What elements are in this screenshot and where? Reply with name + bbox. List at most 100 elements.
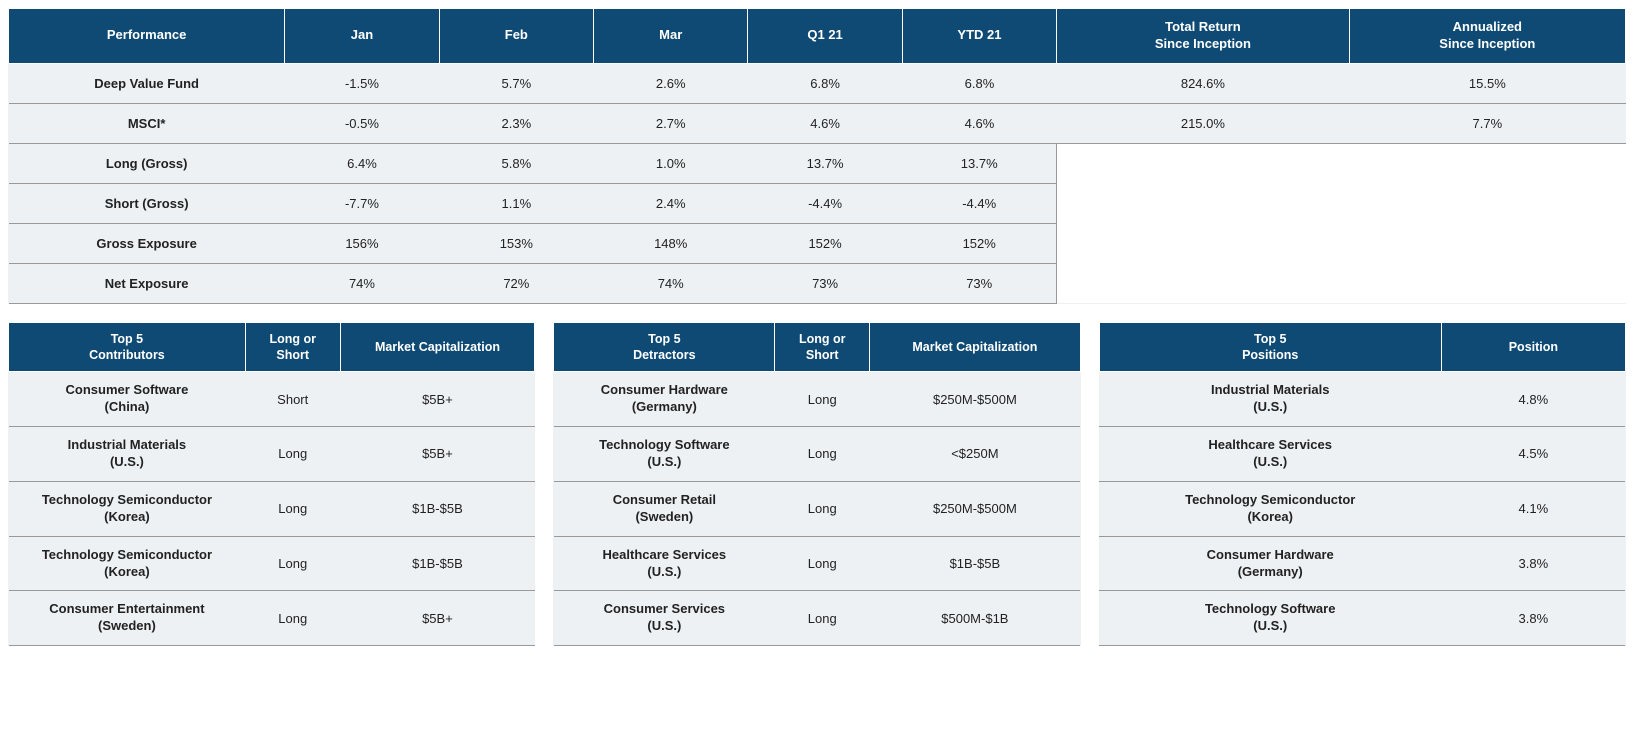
pos-sector: Technology Software [1205, 601, 1336, 616]
perf-cell: 13.7% [748, 143, 902, 183]
empty-cell [1349, 143, 1625, 183]
contrib-sector: Consumer Entertainment [49, 601, 204, 616]
pos-value: 4.1% [1441, 481, 1625, 536]
pos-value: 4.8% [1441, 372, 1625, 427]
contrib-header-cap: Market Capitalization [340, 322, 535, 372]
bottom-tables-row: Top 5Contributors Long orShort Market Ca… [8, 322, 1626, 646]
pos-country: (Korea) [1103, 509, 1437, 526]
perf-cell: 6.4% [285, 143, 439, 183]
positions-header-row: Top 5Positions Position [1099, 322, 1625, 372]
empty-cell [1057, 263, 1350, 303]
performance-header-row: Performance Jan Feb Mar Q1 21 YTD 21 Tot… [9, 9, 1626, 64]
perf-cell: 2.6% [594, 63, 748, 103]
empty-cell [1057, 183, 1350, 223]
contrib-name: Industrial Materials (U.S.) [9, 427, 246, 482]
detract-ls: Long [775, 427, 870, 482]
perf-cell: 1.0% [594, 143, 748, 183]
contrib-cap: $1B-$5B [340, 536, 535, 591]
contrib-sector: Industrial Materials [68, 437, 186, 452]
perf-cell: 15.5% [1349, 63, 1625, 103]
detract-name: Consumer Hardware(Germany) [554, 372, 775, 427]
table-row: Consumer Services(U.S.) Long $500M-$1B [554, 591, 1080, 646]
detract-ls: Long [775, 481, 870, 536]
pos-country: (Germany) [1103, 564, 1437, 581]
perf-cell: 73% [902, 263, 1056, 303]
perf-row-label: Gross Exposure [9, 223, 285, 263]
table-row: Technology Software(U.S.) 3.8% [1099, 591, 1625, 646]
contrib-country: (Korea) [13, 564, 242, 581]
contrib-sector: Consumer Software [66, 382, 189, 397]
table-row: Industrial Materials(U.S.) Long $5B+ [9, 427, 535, 482]
pos-name: Consumer Hardware (Germany) [1099, 536, 1441, 591]
perf-cell: -4.4% [748, 183, 902, 223]
pos-country: (U.S.) [1103, 399, 1437, 416]
contributors-table: Top 5Contributors Long orShort Market Ca… [8, 322, 535, 646]
perf-cell: 13.7% [902, 143, 1056, 183]
perf-header-total: Total ReturnSince Inception [1057, 9, 1350, 64]
detract-cap: $250M-$500M [870, 372, 1081, 427]
contrib-ls: Short [245, 372, 340, 427]
detract-country: (Germany) [558, 399, 771, 416]
detract-ls: Long [775, 591, 870, 646]
contrib-ls: Long [245, 536, 340, 591]
perf-cell: 6.8% [748, 63, 902, 103]
table-row: Deep Value Fund -1.5% 5.7% 2.6% 6.8% 6.8… [9, 63, 1626, 103]
detract-name: Technology Software(U.S.) [554, 427, 775, 482]
contrib-sector: Technology Semiconductor [42, 492, 212, 507]
contrib-country: (Korea) [13, 509, 242, 526]
perf-cell: 824.6% [1057, 63, 1350, 103]
pos-name: Healthcare Services(U.S.) [1099, 427, 1441, 482]
perf-cell: 6.8% [902, 63, 1056, 103]
performance-table: Performance Jan Feb Mar Q1 21 YTD 21 Tot… [8, 8, 1626, 304]
table-row: Healthcare Services(U.S.) 4.5% [1099, 427, 1625, 482]
perf-cell: 7.7% [1349, 103, 1625, 143]
contrib-cap: $5B+ [340, 372, 535, 427]
table-row: Technology Semiconductor (Korea) 4.1% [1099, 481, 1625, 536]
contrib-name: Technology Semiconductor (Korea) [9, 481, 246, 536]
perf-cell: 152% [748, 223, 902, 263]
detract-name: Healthcare Services(U.S.) [554, 536, 775, 591]
pos-name: Technology Semiconductor (Korea) [1099, 481, 1441, 536]
contrib-country: (U.S.) [13, 454, 242, 471]
pos-sector: Consumer Hardware [1207, 547, 1334, 562]
contrib-ls: Long [245, 481, 340, 536]
contrib-ls: Long [245, 591, 340, 646]
contrib-cap: $5B+ [340, 427, 535, 482]
contrib-cap: $1B-$5B [340, 481, 535, 536]
pos-header-pos: Position [1441, 322, 1625, 372]
pos-country: (U.S.) [1103, 618, 1437, 635]
pos-sector: Healthcare Services [1208, 437, 1332, 452]
detract-sector: Technology Software [599, 437, 730, 452]
perf-header-jan: Jan [285, 9, 439, 64]
table-row: Consumer Retail(Sweden) Long $250M-$500M [554, 481, 1080, 536]
pos-sector: Industrial Materials [1211, 382, 1329, 397]
contrib-header-ls: Long orShort [245, 322, 340, 372]
detract-ls: Long [775, 536, 870, 591]
perf-cell: 5.8% [439, 143, 593, 183]
detractors-header-row: Top 5Detractors Long orShort Market Capi… [554, 322, 1080, 372]
table-row: Industrial Materials (U.S.) 4.8% [1099, 372, 1625, 427]
contrib-name: Consumer Software (China) [9, 372, 246, 427]
perf-header-performance: Performance [9, 9, 285, 64]
perf-cell: -7.7% [285, 183, 439, 223]
perf-header-feb: Feb [439, 9, 593, 64]
detract-country: (U.S.) [558, 618, 771, 635]
pos-sector: Technology Semiconductor [1185, 492, 1355, 507]
contrib-country: (China) [13, 399, 242, 416]
table-row: Consumer Software (China) Short $5B+ [9, 372, 535, 427]
detract-name: Consumer Services(U.S.) [554, 591, 775, 646]
perf-cell: 148% [594, 223, 748, 263]
table-row: Consumer Hardware(Germany) Long $250M-$5… [554, 372, 1080, 427]
detract-country: (U.S.) [558, 564, 771, 581]
perf-row-label: MSCI* [9, 103, 285, 143]
perf-cell: -4.4% [902, 183, 1056, 223]
pos-value: 4.5% [1441, 427, 1625, 482]
detract-cap: $500M-$1B [870, 591, 1081, 646]
perf-cell: 2.3% [439, 103, 593, 143]
detract-sector: Consumer Retail [613, 492, 716, 507]
perf-cell: -0.5% [285, 103, 439, 143]
perf-header-q1: Q1 21 [748, 9, 902, 64]
detract-header-cap: Market Capitalization [870, 322, 1081, 372]
pos-name: Industrial Materials (U.S.) [1099, 372, 1441, 427]
perf-cell: 4.6% [902, 103, 1056, 143]
